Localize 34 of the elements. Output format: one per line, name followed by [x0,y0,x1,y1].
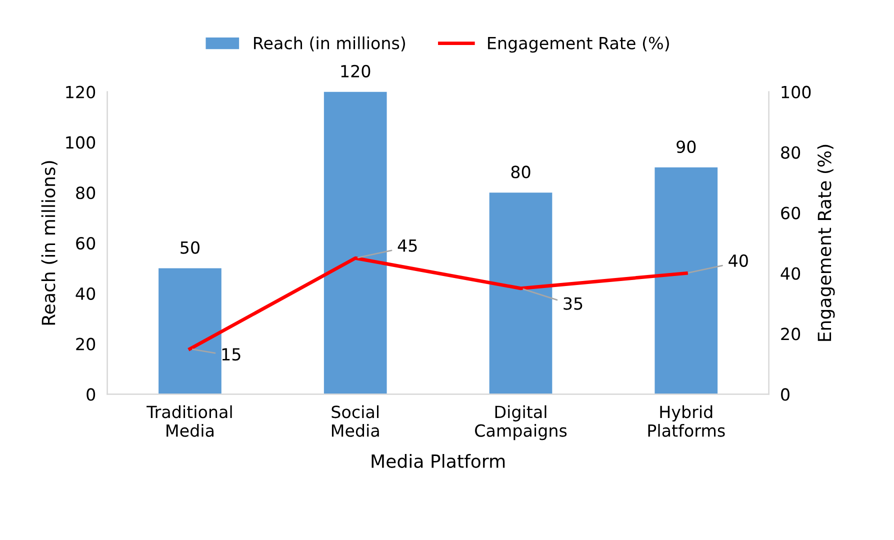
data-label: 45 [398,239,417,252]
y-tick-label: 80 [76,186,96,200]
y-tick-label: 120 [66,86,96,98]
y2-tick-label: 100 [782,86,811,98]
x-tick-label: Social Media [332,405,379,437]
bar [654,167,718,394]
x-tick-label: Traditional Media [146,405,232,437]
x-axis-title: Media Platform [372,454,505,468]
y2-tick-label: 0 [781,388,790,401]
y2-tick-label: 80 [781,146,800,159]
data-label: 50 [180,241,200,254]
y-axis-title: Reach (in millions) [41,161,58,325]
x-tick-label: Hybrid Platforms [648,405,725,437]
y2-tick-label: 20 [781,328,800,340]
data-label: 15 [222,348,240,361]
y2-tick-label: 60 [781,206,800,220]
y-tick-label: 20 [76,338,96,350]
data-label: 90 [676,140,696,154]
data-label: 80 [511,166,530,178]
data-label: 35 [564,297,582,310]
bar [158,268,222,394]
bar [489,192,552,394]
legend-label: Reach (in millions) [254,36,405,52]
data-label: 120 [341,64,370,78]
legend-label: Engagement Rate (%) [488,36,669,53]
y2-axis-title: Engagement Rate (%) [817,144,835,341]
data-label: 40 [728,254,748,267]
y-tick-label: 0 [86,388,96,401]
y-tick-label: 60 [76,236,96,250]
bar [324,92,387,394]
y-tick-label: 40 [76,287,96,300]
y2-tick-label: 40 [780,267,800,280]
x-tick-label: Digital Campaigns [475,405,567,440]
y-tick-label: 100 [66,136,96,149]
